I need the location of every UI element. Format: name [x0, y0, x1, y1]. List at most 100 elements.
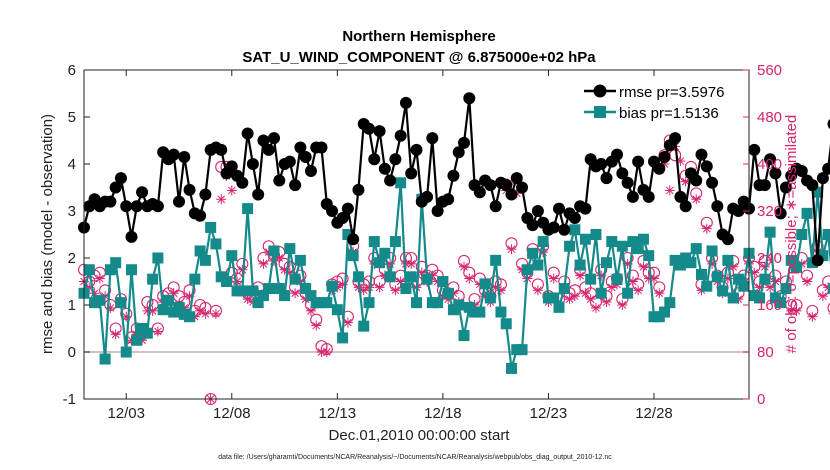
rmse-point: [252, 188, 265, 201]
obs-assimilated-point: [464, 273, 475, 284]
bias-point: [379, 247, 391, 259]
bias-point: [817, 250, 829, 262]
obs-assimilated-point: [791, 305, 802, 316]
bias-point: [437, 276, 449, 287]
rmse-point: [547, 221, 560, 234]
bias-point: [579, 233, 591, 245]
obs-assimilated-point: [321, 347, 332, 357]
obs-assimilated-point: [532, 285, 543, 296]
bias-point: [374, 257, 386, 269]
bias-point: [284, 243, 296, 255]
obs-possible-point: [827, 302, 830, 313]
rmse-point: [447, 169, 460, 182]
rmse-point: [215, 143, 228, 156]
rmse-point: [748, 143, 761, 156]
bias-point: [601, 257, 612, 269]
bias-point: [242, 203, 254, 215]
bias-point: [569, 224, 581, 236]
obs-assimilated-point: [94, 273, 105, 284]
bias-point: [141, 327, 153, 339]
bias-point: [711, 271, 723, 283]
bias-point: [637, 233, 649, 245]
bias-point: [157, 304, 169, 316]
bias-point: [126, 264, 137, 276]
obs-assimilated-point: [807, 311, 818, 322]
bias-point: [411, 297, 422, 309]
rmse-point: [510, 172, 523, 185]
bias-point: [194, 245, 206, 257]
bias-point: [495, 306, 507, 318]
rmse-point: [151, 200, 164, 213]
rmse-point: [827, 119, 830, 129]
obs-assimilated-point: [633, 285, 644, 296]
rmse-point: [764, 153, 777, 166]
bias-point: [94, 294, 106, 306]
bias-point: [548, 292, 560, 304]
rmse-point: [600, 172, 613, 185]
rmse-point: [822, 162, 830, 175]
legend-bias-marker: [594, 106, 606, 118]
rmse-point: [674, 190, 687, 203]
bias-point: [337, 332, 349, 344]
rmse-point: [758, 179, 771, 192]
rmse-point: [384, 174, 397, 187]
y-right-tick-label: 240: [757, 250, 782, 267]
rmse-point: [458, 136, 470, 149]
bias-point: [574, 259, 586, 271]
bias-point: [205, 221, 217, 233]
rmse-point: [473, 186, 486, 199]
obs-assimilated-point: [585, 294, 596, 305]
rmse-point: [373, 125, 386, 138]
rmse-point: [199, 188, 212, 201]
rmse-point: [283, 155, 296, 168]
bias-point: [564, 240, 576, 252]
rmse-point: [811, 254, 824, 267]
rmse-point: [516, 181, 529, 194]
obs-assimilated-point: [575, 270, 586, 281]
bias-point: [785, 254, 797, 266]
rmse-point: [658, 150, 671, 163]
x-tick-label: 12/18: [424, 405, 462, 422]
rmse-point: [114, 172, 127, 185]
rmse-point: [130, 200, 143, 213]
y-right-tick-label: 0: [757, 391, 765, 408]
rmse-point: [173, 195, 185, 208]
bias-point: [627, 236, 639, 248]
rmse-point: [626, 190, 639, 203]
rmse-point: [268, 132, 280, 145]
bias-point: [184, 311, 196, 323]
rmse-point: [341, 202, 354, 215]
obs-assimilated-point: [802, 276, 813, 287]
bias-point: [780, 283, 792, 295]
obs-assimilated-point: [617, 300, 628, 310]
obs-assimilated-point: [564, 294, 575, 305]
y-tick-label: 1: [68, 297, 76, 314]
obs-assimilated-point: [691, 194, 702, 205]
bias-point: [331, 304, 343, 316]
obs-assimilated-point: [290, 288, 301, 299]
rmse-point: [410, 143, 423, 156]
obs-assimilated-point: [406, 258, 417, 269]
rmse-point: [653, 162, 666, 175]
bias-point: [115, 297, 127, 309]
y-tick-label: 3: [68, 203, 76, 220]
bias-point: [395, 177, 407, 189]
bias-point: [764, 226, 776, 238]
bias-point: [363, 297, 375, 309]
bias-point: [321, 297, 333, 309]
rmse-point: [194, 209, 207, 222]
bias-point: [527, 247, 539, 259]
y-tick-label: 2: [68, 250, 76, 267]
bias-point: [722, 254, 734, 266]
bias-point: [500, 318, 512, 330]
rmse-bias-series: [78, 92, 830, 374]
y-axis-label-right: # of obs: o=possible; ∗=assimilated: [783, 115, 800, 354]
rmse-point: [568, 212, 581, 225]
bias-point: [273, 283, 285, 295]
bias-point: [294, 254, 306, 266]
rmse-point: [426, 132, 439, 145]
bias-point: [812, 186, 824, 198]
x-tick-label: 12/23: [530, 405, 568, 422]
